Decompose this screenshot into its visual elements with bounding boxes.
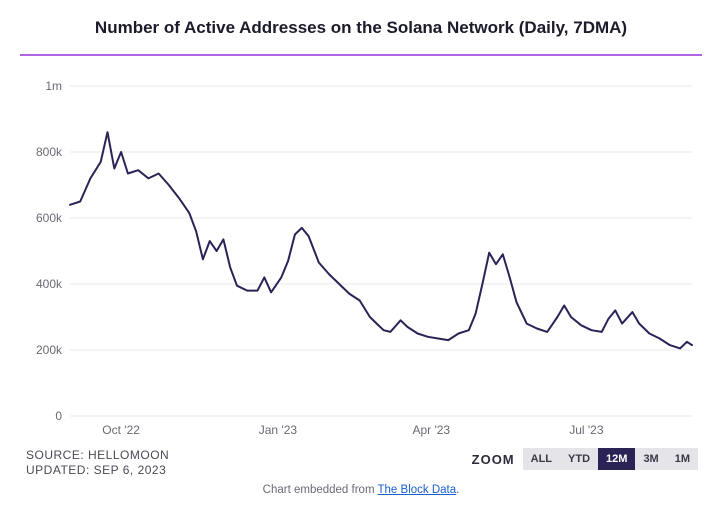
chart-area: 0 200k 400k 600k 800k 1m Oct '22 Jan '23 Apr '23… — [20, 66, 702, 446]
updated-label: UPDATED: SEP 6, 2023 — [26, 463, 169, 478]
zoom-button-ytd[interactable]: YTD — [560, 448, 598, 470]
x-tick-label: Apr '23 — [412, 423, 450, 437]
x-tick-label: Jul '23 — [569, 423, 604, 437]
source-meta: SOURCE: HELLOMOON UPDATED: SEP 6, 2023 — [26, 448, 169, 478]
zoom-button-all[interactable]: ALL — [523, 448, 560, 470]
y-tick-label: 800k — [36, 145, 63, 159]
y-tick-label: 0 — [55, 409, 62, 423]
y-tick-label: 200k — [36, 343, 63, 357]
zoom-button-3m[interactable]: 3M — [635, 448, 666, 470]
line-chart: 0 200k 400k 600k 800k 1m Oct '22 Jan '23 Apr '23… — [20, 66, 702, 446]
y-tick-label: 1m — [45, 79, 62, 93]
chart-title: Number of Active Addresses on the Solana… — [20, 18, 702, 38]
embed-prefix: Chart embedded from — [263, 484, 378, 496]
zoom-button-1m[interactable]: 1M — [667, 448, 698, 470]
series-line — [70, 132, 692, 348]
zoom-button-12m[interactable]: 12M — [598, 448, 635, 470]
zoom-label: ZOOM — [472, 452, 515, 467]
x-tick-label: Oct '22 — [102, 423, 140, 437]
x-tick-label: Jan '23 — [259, 423, 298, 437]
y-tick-label: 400k — [36, 277, 63, 291]
embed-link[interactable]: The Block Data — [378, 484, 457, 496]
embed-suffix: . — [456, 484, 459, 496]
footer-row: SOURCE: HELLOMOON UPDATED: SEP 6, 2023 Z… — [20, 448, 702, 478]
chart-card: Number of Active Addresses on the Solana… — [0, 0, 722, 530]
source-label: SOURCE: HELLOMOON — [26, 448, 169, 463]
title-divider — [20, 54, 702, 56]
embed-attribution: Chart embedded from The Block Data. — [20, 484, 702, 496]
y-tick-label: 600k — [36, 211, 63, 225]
zoom-controls: ZOOM ALLYTD12M3M1M — [472, 448, 698, 470]
